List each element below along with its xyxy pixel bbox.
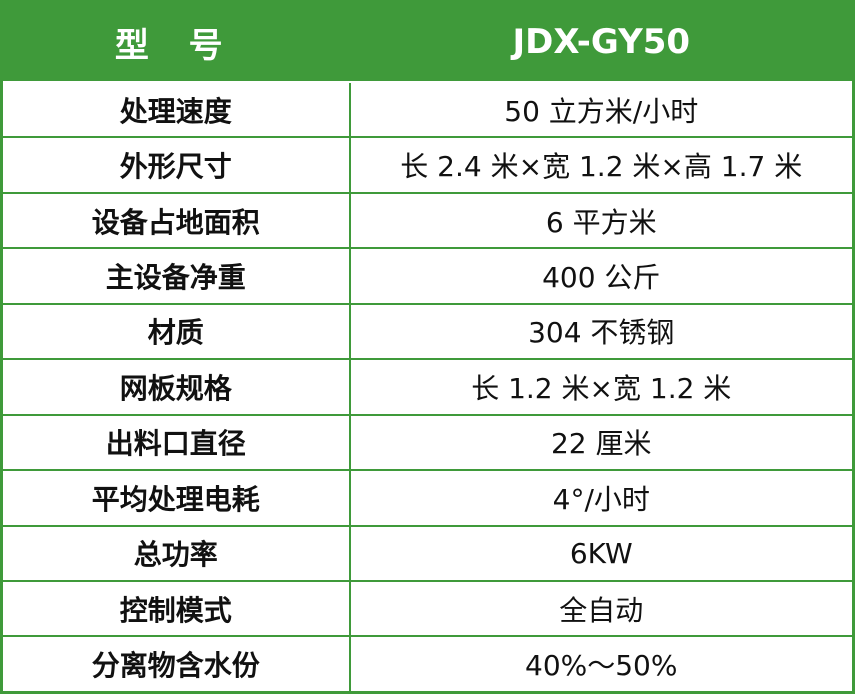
table-row: 设备占地面积 6 平方米 [0,191,855,250]
spec-value: 40%～50% [348,635,855,694]
table-row: 总功率 6KW [0,524,855,582]
spec-name: 总功率 [0,524,351,582]
table-row: 网板规格长 1.2 米×宽 1.2 米 [0,358,855,416]
header-row: 型 号 JDX-GY50 [1,0,855,83]
spec-value: 6KW [348,524,855,582]
spec-value: 4°/小时 [348,469,855,527]
spec-value: 400 公斤 [348,247,855,305]
spec-value: 304 不锈钢 [348,302,855,361]
spec-name: 分离物含水份 [0,635,351,694]
spec-value: 长 1.2 米×宽 1.2 米 [348,358,855,416]
header-cell: JDX-GY50 [348,0,855,83]
table-body: 处理速度 50 立方米/小时 外形尺寸长 2.4 米×宽 1.2 米×高 1.7 米… [0,80,855,694]
spec-value: 6 平方米 [348,191,855,250]
spec-name: 处理速度 [0,80,351,139]
table-row: 平均处理电耗 4°/小时 [0,469,855,527]
spec-name: 材质 [0,302,351,361]
table-row: 控制模式 全自动 [0,579,855,638]
spec-name: 设备占地面积 [0,191,351,250]
spec-name: 平均处理电耗 [0,469,351,527]
spec-value: 22 厘米 [348,413,855,472]
spec-value: 50 立方米/小时 [348,80,855,139]
table-row: 处理速度 50 立方米/小时 [0,80,855,139]
header-cell: 型 号 [1,0,351,83]
spec-name: 控制模式 [0,579,351,638]
table-row: 出料口直径 22 厘米 [0,413,855,472]
table-row: 主设备净重 400 公斤 [0,247,855,305]
table-row: 外形尺寸长 2.4 米×宽 1.2 米×高 1.7 米 [0,136,855,194]
spec-name: 外形尺寸 [0,136,351,194]
spec-value: 全自动 [348,579,855,638]
spec-name: 出料口直径 [0,413,351,472]
spec-name: 主设备净重 [0,247,351,305]
table-row: 材质 304 不锈钢 [0,302,855,361]
table-row: 分离物含水份 40%～50% [0,635,855,694]
spec-value: 长 2.4 米×宽 1.2 米×高 1.7 米 [348,136,855,194]
spec-name: 网板规格 [0,358,351,416]
